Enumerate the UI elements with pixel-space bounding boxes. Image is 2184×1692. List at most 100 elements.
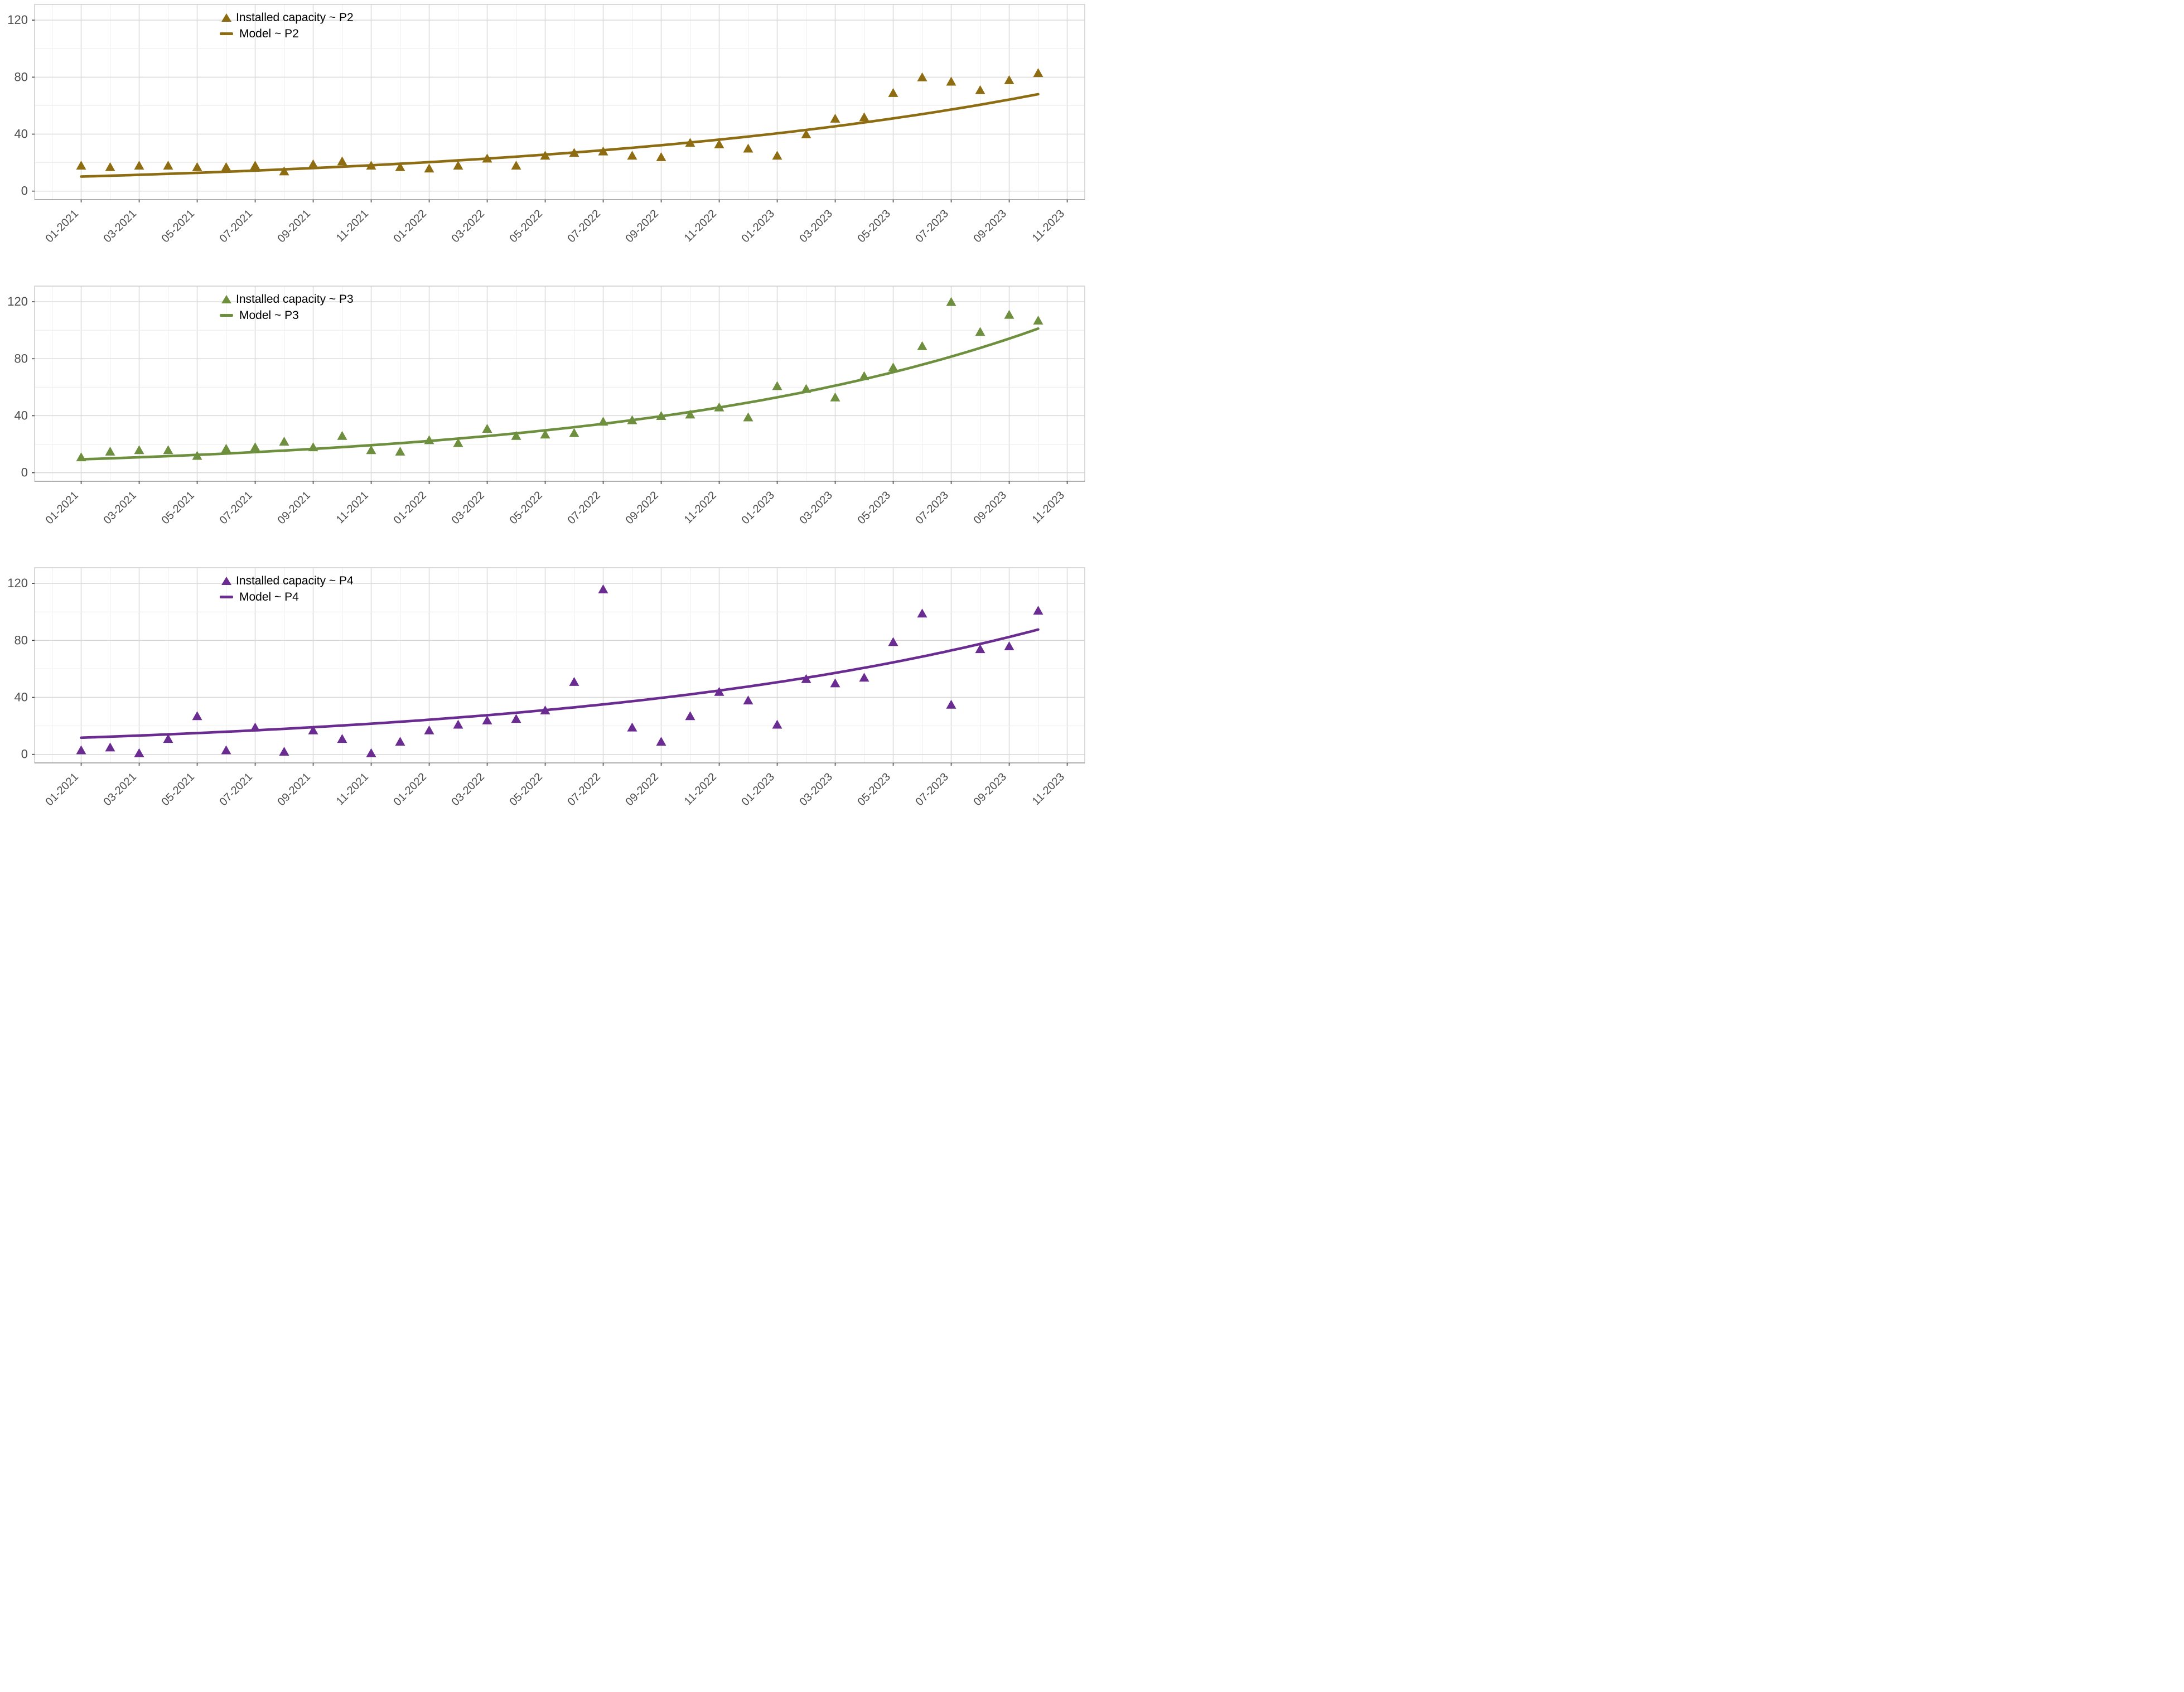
data-point-marker xyxy=(511,714,521,723)
chart-panel-p3: 0 40 80 120 01-2021 03-2021 05-2021 07-2021 09-2… xyxy=(0,282,1092,563)
data-point-marker xyxy=(801,674,811,683)
y-axis-tick-label: 0 xyxy=(21,747,28,761)
legend-label-model: Model ~ P4 xyxy=(239,591,299,603)
legend-row-points: Installed capacity ~ P2 xyxy=(219,10,354,25)
data-point-marker xyxy=(511,431,521,440)
triangle-marker-icon xyxy=(221,13,231,22)
x-axis-tick-label: 07-2022 xyxy=(566,207,603,245)
data-point-marker xyxy=(279,436,289,446)
legend-row-model: Model ~ P2 xyxy=(219,26,354,41)
data-point-marker xyxy=(424,163,434,173)
x-axis-tick-label: 09-2023 xyxy=(972,771,1009,808)
y-axis-tick-label: 80 xyxy=(15,351,28,365)
plot-area-p3: 0 40 80 120 01-2021 03-2021 05-2021 07-2021 09-2… xyxy=(7,286,1085,526)
data-point-marker xyxy=(569,676,579,686)
data-point-marker xyxy=(1004,641,1014,651)
data-point-marker xyxy=(337,734,347,743)
y-axis-tick-label: 80 xyxy=(15,633,28,647)
panel-border xyxy=(34,286,1085,482)
data-point-marker xyxy=(685,409,695,419)
data-point-marker xyxy=(76,745,86,755)
data-point-marker xyxy=(801,129,811,138)
x-axis-tick-label: 05-2023 xyxy=(856,207,893,245)
data-point-marker xyxy=(250,722,260,732)
x-axis-tick-label: 03-2022 xyxy=(450,489,487,526)
x-axis-tick-label: 01-2023 xyxy=(740,771,777,808)
x-axis-tick-label: 01-2022 xyxy=(392,207,429,245)
x-axis-tick-label: 01-2022 xyxy=(392,489,429,526)
data-point-marker xyxy=(192,451,202,460)
figure: 0 40 80 120 01-2021 03-2021 05-2021 07-2021 09-2… xyxy=(0,0,1092,846)
data-point-marker xyxy=(482,153,492,163)
legend-label-model: Model ~ P3 xyxy=(239,309,299,322)
legend-row-model: Model ~ P4 xyxy=(219,589,354,605)
data-points xyxy=(76,584,1043,757)
legend-p3: Installed capacity ~ P3 Model ~ P3 xyxy=(219,292,354,323)
data-point-marker xyxy=(859,371,869,380)
x-axis-tick-label: 05-2022 xyxy=(508,489,545,526)
data-point-marker xyxy=(743,412,753,422)
x-axis-tick-label: 11-2022 xyxy=(682,207,719,244)
x-axis-tick-label: 09-2021 xyxy=(276,771,313,808)
x-axis-tick-label: 01-2021 xyxy=(44,207,81,245)
data-point-marker xyxy=(424,435,434,444)
data-point-marker xyxy=(801,384,811,393)
plot-area-p2: 0 40 80 120 01-2021 03-2021 05-2021 07-2021 09-2… xyxy=(7,4,1085,245)
data-point-marker xyxy=(714,139,724,148)
data-points xyxy=(76,297,1043,462)
data-point-marker xyxy=(192,162,202,171)
x-axis-tick-label: 05-2021 xyxy=(160,771,197,808)
data-point-marker xyxy=(946,76,956,86)
data-point-marker xyxy=(714,402,724,412)
x-axis-tick-label: 07-2023 xyxy=(914,489,951,526)
data-point-marker xyxy=(453,438,463,447)
data-point-marker xyxy=(1033,606,1043,615)
data-point-marker xyxy=(308,159,318,168)
data-point-marker xyxy=(337,156,347,166)
data-point-marker xyxy=(772,719,782,729)
legend-label-points: Installed capacity ~ P3 xyxy=(236,293,354,306)
data-point-marker xyxy=(685,711,695,721)
data-point-marker xyxy=(888,637,898,646)
x-axis-tick-label: 09-2021 xyxy=(276,489,313,526)
data-point-marker xyxy=(569,148,579,157)
data-point-marker xyxy=(192,711,202,721)
data-point-marker xyxy=(1033,315,1043,325)
x-axis-tick-label: 05-2023 xyxy=(856,771,893,808)
x-axis-tick-label: 11-2023 xyxy=(1030,489,1067,526)
x-axis-tick-label: 07-2023 xyxy=(914,771,951,808)
data-point-marker xyxy=(656,737,666,746)
chart-panel-p2: 0 40 80 120 01-2021 03-2021 05-2021 07-2021 09-2… xyxy=(0,0,1092,282)
y-axis-tick-label: 40 xyxy=(15,690,28,704)
data-point-marker xyxy=(975,644,985,654)
data-point-marker xyxy=(859,673,869,682)
model-line-icon xyxy=(220,314,233,317)
x-axis-tick-label: 03-2023 xyxy=(798,489,835,526)
data-point-marker xyxy=(627,415,637,424)
data-point-marker xyxy=(743,143,753,153)
y-axis-tick-label: 40 xyxy=(15,408,28,422)
x-axis-tick-label: 11-2022 xyxy=(682,489,719,526)
data-point-marker xyxy=(656,152,666,161)
data-point-marker xyxy=(598,417,608,426)
data-point-marker xyxy=(656,410,666,420)
axes: 0 40 80 120 01-2021 03-2021 05-2021 07-2021 09-2… xyxy=(7,13,1085,245)
x-axis-tick-label: 03-2021 xyxy=(102,771,139,808)
data-point-marker xyxy=(888,88,898,97)
data-point-marker xyxy=(250,442,260,452)
data-point-marker xyxy=(163,734,173,743)
x-axis-tick-label: 07-2021 xyxy=(218,489,255,526)
data-point-marker xyxy=(946,297,956,306)
model-line xyxy=(80,93,1040,178)
x-axis-tick-label: 11-2021 xyxy=(334,489,371,526)
panel-border xyxy=(34,4,1085,200)
x-axis-tick-label: 03-2023 xyxy=(798,207,835,245)
x-axis-tick-label: 07-2021 xyxy=(218,207,255,245)
x-axis-tick-label: 09-2021 xyxy=(276,207,313,245)
x-axis-tick-label: 07-2022 xyxy=(566,489,603,526)
x-axis-tick-label: 05-2022 xyxy=(508,771,545,808)
data-point-marker xyxy=(395,737,405,746)
data-point-marker xyxy=(830,392,840,402)
x-axis-tick-label: 09-2022 xyxy=(624,207,661,245)
data-point-marker xyxy=(395,446,405,456)
